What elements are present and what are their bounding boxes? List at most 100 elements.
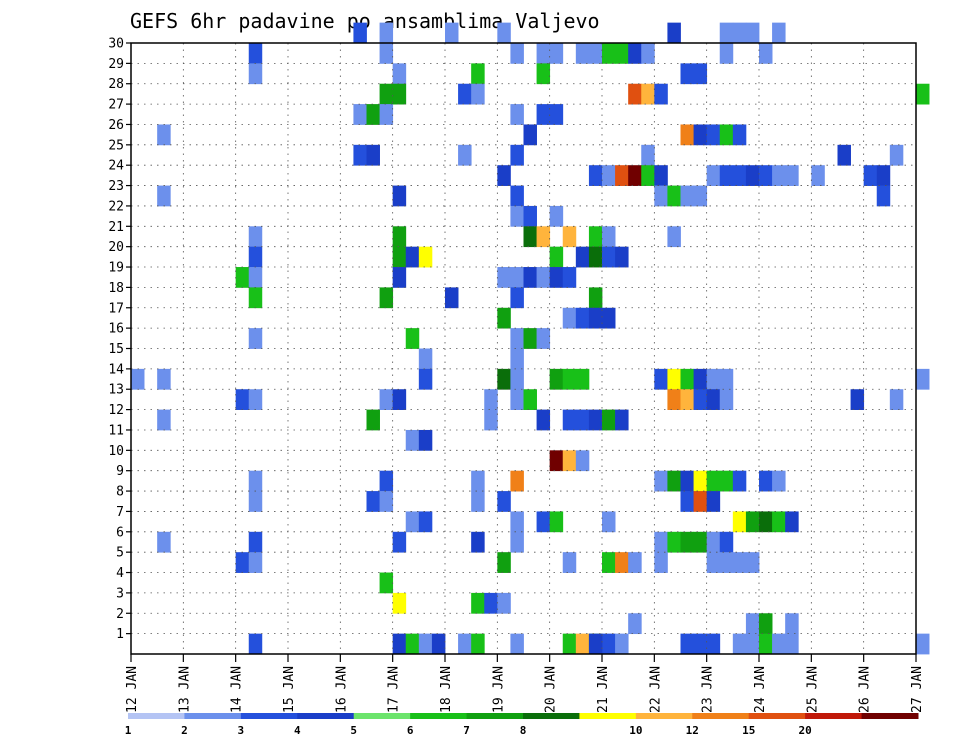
heatmap-cell: [719, 22, 734, 44]
heatmap-cell: [667, 389, 681, 410]
legend-color-swatch: [297, 713, 355, 719]
heatmap-cell: [628, 613, 642, 635]
heatmap-cell: [523, 389, 537, 410]
heatmap-cell: [484, 409, 498, 431]
heatmap-cell: [235, 267, 250, 288]
heatmap-cell: [575, 246, 590, 268]
heatmap-cell: [248, 633, 263, 655]
heatmap-cell: [497, 491, 511, 512]
heatmap-cell: [602, 43, 616, 64]
y-tick-label: 29: [108, 57, 124, 72]
y-tick-label: 1: [116, 627, 124, 642]
heatmap-cell: [837, 144, 851, 166]
heatmap-cell: [693, 368, 708, 390]
heatmap-cell: [392, 185, 407, 207]
heatmap-cell: [772, 470, 786, 492]
heatmap-cell: [732, 22, 747, 44]
heatmap-cell: [759, 165, 773, 186]
heatmap-cell: [549, 450, 564, 472]
heatmap-cell: [706, 491, 721, 512]
heatmap-cell: [759, 470, 773, 492]
heatmap-cell: [418, 368, 433, 390]
heatmap-cell: [248, 491, 263, 512]
heatmap-cell: [575, 43, 590, 64]
legend-label: 12: [686, 724, 699, 737]
heatmap-cell: [510, 511, 524, 533]
heatmap-cell: [536, 409, 551, 431]
heatmap-cell: [536, 328, 551, 349]
heatmap-cell: [588, 307, 603, 329]
heatmap-cell: [458, 144, 472, 166]
heatmap-cell: [497, 592, 511, 614]
x-tick-label: 20 JAN: [544, 666, 559, 713]
heatmap-cell: [471, 592, 485, 614]
heatmap-cell: [379, 287, 394, 309]
heatmap-cell: [536, 267, 551, 288]
heatmap-cell: [510, 185, 524, 207]
heatmap-cell: [157, 185, 171, 207]
heatmap-cell: [366, 144, 380, 166]
heatmap-cell: [471, 83, 485, 105]
heatmap-cell: [759, 511, 773, 533]
heatmap-cell: [667, 531, 681, 553]
y-tick-label: 16: [108, 322, 124, 337]
heatmap-cell: [876, 185, 891, 207]
heatmap-cell: [811, 165, 825, 186]
legend-color-swatch: [353, 713, 411, 719]
x-tick-label: 17 JAN: [387, 666, 402, 713]
heatmap-cell: [667, 185, 681, 207]
heatmap-cell: [523, 205, 537, 227]
y-tick-label: 15: [108, 342, 124, 357]
heatmap-cell: [549, 104, 564, 125]
heatmap-cell: [471, 633, 485, 655]
heatmap-cell: [706, 368, 721, 390]
heatmap-cell: [248, 470, 263, 492]
heatmap-cell: [549, 246, 564, 268]
heatmap-cell: [523, 124, 537, 146]
heatmap-cell: [575, 633, 590, 655]
heatmap-cell: [719, 368, 734, 390]
legend-color-swatch: [466, 713, 524, 719]
heatmap-cell: [719, 470, 734, 492]
heatmap-cell: [418, 246, 433, 268]
heatmap-cell: [248, 389, 263, 410]
heatmap-cell: [693, 185, 708, 207]
heatmap-cell: [471, 531, 485, 553]
heatmap-cell: [471, 491, 485, 512]
heatmap-cell: [157, 124, 171, 146]
heatmap-cell: [602, 409, 616, 431]
heatmap-cell: [157, 531, 171, 553]
heatmap-cell: [654, 83, 668, 105]
heatmap-cell: [235, 389, 250, 410]
heatmap-cell: [916, 83, 930, 105]
heatmap-cell: [405, 511, 420, 533]
heatmap-cell: [588, 287, 603, 309]
heatmap-cell: [510, 470, 524, 492]
heatmap-cell: [562, 226, 577, 248]
heatmap-cell: [602, 165, 616, 186]
heatmap-cell: [732, 124, 747, 146]
heatmap-cell: [745, 552, 760, 573]
heatmap-cell: [772, 511, 786, 533]
y-tick-label: 17: [108, 301, 124, 316]
heatmap-cell: [562, 633, 577, 655]
heatmap-cell: [575, 409, 590, 431]
heatmap-cell: [785, 613, 799, 635]
heatmap-cell: [353, 22, 367, 44]
legend-color-swatch: [861, 713, 919, 719]
y-tick-label: 28: [108, 77, 124, 92]
heatmap-cell: [615, 246, 629, 268]
x-tick-label: 14 JAN: [230, 666, 245, 713]
heatmap-cell: [248, 226, 263, 248]
heatmap-cell: [693, 124, 708, 146]
y-tick-label: 14: [108, 362, 124, 377]
y-tick-label: 21: [108, 220, 124, 235]
heatmap-cell: [641, 144, 655, 166]
y-tick-label: 18: [108, 281, 124, 296]
heatmap-cell: [680, 185, 694, 207]
heatmap-cell: [379, 572, 394, 594]
heatmap-cell: [366, 491, 380, 512]
heatmap-cell: [628, 83, 642, 105]
legend-color-swatch: [240, 713, 298, 719]
heatmap-cell: [667, 470, 681, 492]
